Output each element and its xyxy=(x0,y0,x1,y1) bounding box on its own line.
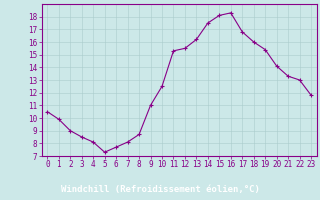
Text: Windchill (Refroidissement éolien,°C): Windchill (Refroidissement éolien,°C) xyxy=(60,185,260,194)
